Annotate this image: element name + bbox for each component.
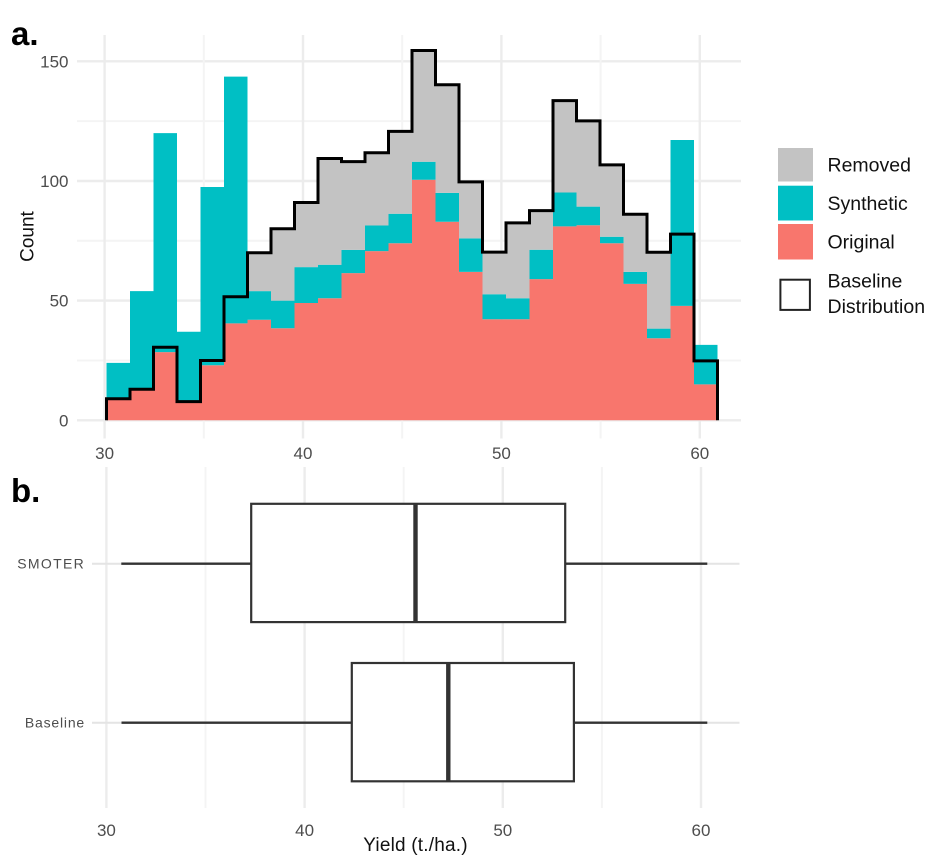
svg-text:50: 50 [493,821,512,840]
svg-text:150: 150 [40,52,68,71]
svg-text:100: 100 [40,172,68,191]
svg-text:Baseline: Baseline [828,271,903,293]
svg-text:60: 60 [690,444,709,463]
svg-text:b.: b. [11,472,40,509]
svg-text:Yield (t./ha.): Yield (t./ha.) [363,835,468,856]
svg-text:Synthetic: Synthetic [828,193,908,215]
svg-text:Distribution: Distribution [828,296,926,318]
svg-text:Baseline: Baseline [25,714,85,730]
svg-text:40: 40 [294,444,313,463]
svg-text:30: 30 [97,821,116,840]
svg-text:30: 30 [95,444,114,463]
svg-text:Original: Original [828,231,895,253]
svg-text:50: 50 [492,444,511,463]
svg-text:0: 0 [59,411,68,430]
svg-text:Removed: Removed [828,155,911,177]
svg-text:a.: a. [11,15,39,52]
svg-text:SMOTER: SMOTER [17,555,85,571]
svg-text:60: 60 [692,821,711,840]
svg-text:50: 50 [50,292,69,311]
svg-text:Count: Count [18,210,39,261]
svg-text:40: 40 [295,821,314,840]
